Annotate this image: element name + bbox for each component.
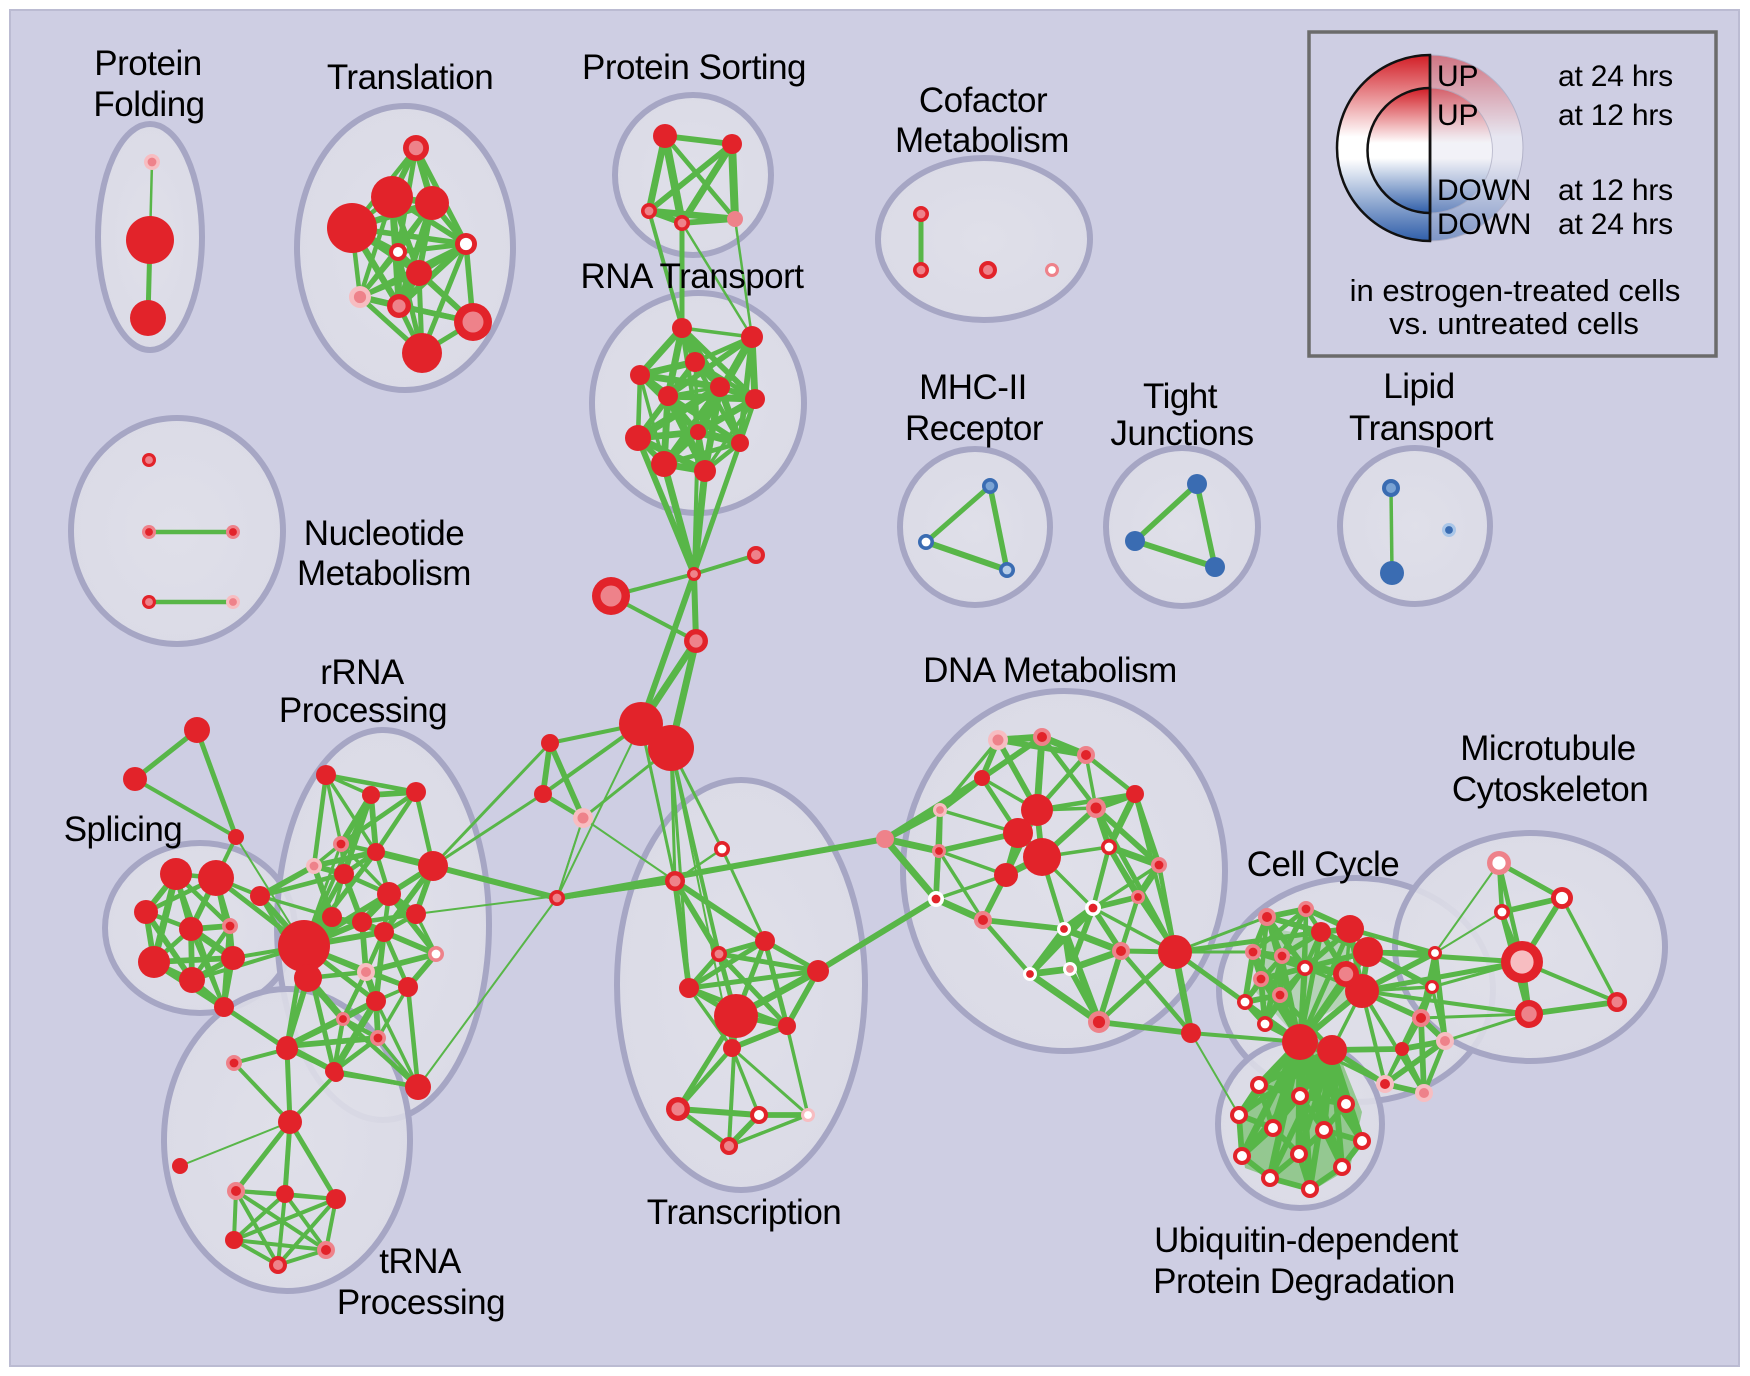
svg-text:at 12 hrs: at 12 hrs <box>1558 174 1673 207</box>
svg-text:UP: UP <box>1437 60 1478 93</box>
svg-text:in estrogen-treated cells: in estrogen-treated cells <box>1350 273 1681 308</box>
svg-text:Junctions: Junctions <box>1110 414 1253 453</box>
svg-text:at 24 hrs: at 24 hrs <box>1558 60 1673 93</box>
svg-text:Metabolism: Metabolism <box>895 121 1069 160</box>
svg-text:Cell Cycle: Cell Cycle <box>1247 845 1400 884</box>
svg-text:Transport: Transport <box>1349 409 1494 448</box>
svg-text:Cofactor: Cofactor <box>919 81 1048 120</box>
svg-text:RNA Transport: RNA Transport <box>580 257 804 296</box>
svg-text:UP: UP <box>1437 99 1478 132</box>
svg-text:at 24 hrs: at 24 hrs <box>1558 208 1673 241</box>
svg-text:Transcription: Transcription <box>647 1193 842 1232</box>
svg-text:Translation: Translation <box>327 58 493 97</box>
svg-text:DOWN: DOWN <box>1437 208 1531 241</box>
svg-text:vs. untreated cells: vs. untreated cells <box>1389 306 1639 341</box>
svg-text:DOWN: DOWN <box>1437 174 1531 207</box>
svg-text:at 12 hrs: at 12 hrs <box>1558 99 1673 132</box>
svg-text:Processing: Processing <box>337 1283 505 1322</box>
svg-text:Protein Sorting: Protein Sorting <box>582 48 806 87</box>
svg-text:Microtubule: Microtubule <box>1460 729 1635 768</box>
svg-text:Protein: Protein <box>94 44 201 83</box>
svg-text:Protein Degradation: Protein Degradation <box>1153 1262 1455 1301</box>
svg-text:rRNA: rRNA <box>320 653 405 692</box>
svg-text:Folding: Folding <box>93 85 204 124</box>
svg-text:tRNA: tRNA <box>379 1242 462 1281</box>
svg-text:Nucleotide: Nucleotide <box>304 514 464 553</box>
svg-text:Metabolism: Metabolism <box>297 554 471 593</box>
svg-text:Receptor: Receptor <box>905 409 1044 448</box>
svg-text:Cytoskeleton: Cytoskeleton <box>1452 770 1648 809</box>
svg-text:Splicing: Splicing <box>64 810 183 849</box>
svg-text:DNA Metabolism: DNA Metabolism <box>923 651 1177 690</box>
svg-text:Ubiquitin-dependent: Ubiquitin-dependent <box>1154 1221 1459 1260</box>
svg-text:Tight: Tight <box>1143 377 1218 416</box>
svg-text:MHC-II: MHC-II <box>919 368 1027 407</box>
svg-text:Processing: Processing <box>279 691 447 730</box>
svg-text:Lipid: Lipid <box>1383 367 1454 406</box>
